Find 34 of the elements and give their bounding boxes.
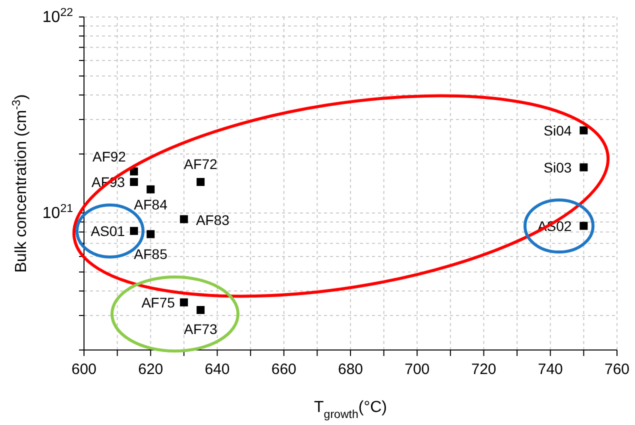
annotation: AF85	[134, 246, 168, 262]
point	[196, 306, 205, 314]
point	[146, 185, 155, 194]
point	[130, 178, 138, 186]
point	[196, 178, 205, 186]
x-tick-label: 640	[204, 361, 230, 378]
point	[146, 230, 155, 238]
annotation: AS01	[90, 222, 126, 239]
x-axis-title: T$_{growth}$(°C)	[314, 399, 387, 421]
y-tick-label: 10$^{22}$	[42, 7, 73, 26]
point	[580, 126, 588, 134]
x-tick-label: 680	[338, 361, 364, 378]
annotation: AF73	[184, 320, 218, 337]
x-tick-label: 600	[71, 361, 97, 378]
x-tick-label: 700	[404, 361, 430, 378]
annotation: AF75	[141, 294, 176, 310]
point	[580, 222, 588, 230]
x-tick-label: 620	[138, 361, 164, 378]
point	[180, 298, 188, 306]
annotation: AF72	[184, 156, 218, 172]
x-tick-label: 720	[471, 361, 496, 378]
point	[130, 226, 138, 235]
point	[580, 163, 588, 172]
annotation: Si04	[544, 122, 572, 138]
annotation: Si03	[544, 159, 572, 176]
annotation: AF92	[92, 148, 126, 164]
annotation: AF84	[134, 196, 168, 212]
annotation: AF83	[196, 212, 230, 228]
x-tick-label: 660	[271, 361, 296, 378]
point	[130, 167, 138, 176]
y-tick-label: 10$^{21}$	[42, 203, 73, 222]
x-tick-label: 760	[604, 361, 630, 378]
point	[180, 215, 188, 224]
x-tick-label: 740	[538, 361, 563, 378]
